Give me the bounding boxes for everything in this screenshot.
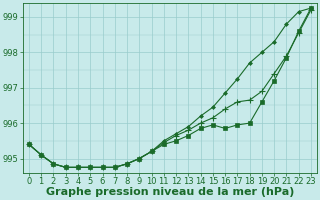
X-axis label: Graphe pression niveau de la mer (hPa): Graphe pression niveau de la mer (hPa) (46, 187, 294, 197)
